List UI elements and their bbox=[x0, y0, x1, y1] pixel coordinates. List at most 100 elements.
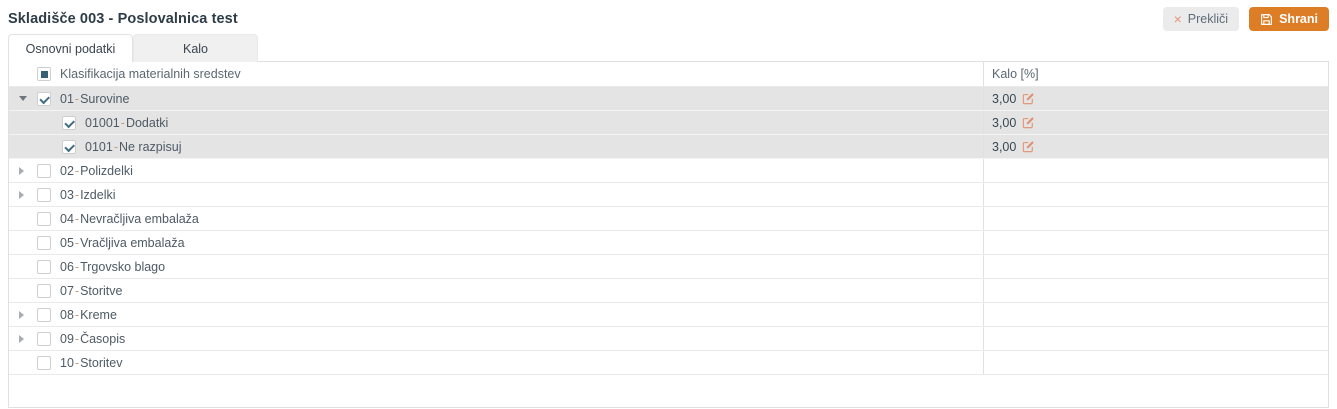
row-kalo-cell bbox=[983, 279, 1328, 302]
tab-osnovni-podatki[interactable]: Osnovni podatki bbox=[8, 34, 133, 62]
caret-right-icon bbox=[19, 190, 24, 199]
kalo-column-header: Kalo [%] bbox=[992, 67, 1039, 81]
row-expander[interactable] bbox=[19, 332, 37, 346]
row-expander[interactable] bbox=[19, 92, 37, 106]
row-tree-cell: 01-Surovine bbox=[9, 87, 983, 110]
row-tree-cell: 06-Trgovsko blago bbox=[9, 255, 983, 278]
row-checkbox[interactable] bbox=[37, 91, 51, 106]
row-label: 04-Nevračljiva embalaža bbox=[60, 211, 199, 226]
row-expander bbox=[44, 140, 62, 154]
kalo-value: 3,00 bbox=[992, 91, 1017, 106]
cancel-button-label: Prekliči bbox=[1187, 11, 1229, 26]
tab-kalo[interactable]: Kalo bbox=[133, 34, 258, 62]
tree-table-body: 01-Surovine 3,00 01001-Dodatki 3,00 bbox=[9, 87, 1328, 375]
row-tree-cell: 07-Storitve bbox=[9, 279, 983, 302]
kalo-value: 3,00 bbox=[992, 139, 1017, 154]
caret-right-icon bbox=[19, 166, 24, 175]
row-checkbox[interactable] bbox=[62, 115, 76, 130]
row-label: 06-Trgovsko blago bbox=[60, 259, 166, 274]
tree-row[interactable]: 09-Časopis bbox=[9, 327, 1328, 351]
row-kalo-cell: 3,00 bbox=[983, 135, 1328, 158]
tree-row[interactable]: 03-Izdelki bbox=[9, 183, 1328, 207]
row-checkbox[interactable] bbox=[37, 187, 51, 202]
row-label: 09-Časopis bbox=[60, 331, 126, 346]
row-checkbox[interactable] bbox=[37, 163, 51, 178]
top-bar: Skladišče 003 - Poslovalnica test × Prek… bbox=[8, 0, 1329, 31]
row-checkbox[interactable] bbox=[37, 355, 51, 370]
row-expander bbox=[19, 260, 37, 274]
row-expander bbox=[19, 284, 37, 298]
tree-row[interactable]: 01001-Dodatki 3,00 bbox=[9, 111, 1328, 135]
row-expander[interactable] bbox=[19, 188, 37, 202]
table-header-row: Klasifikacija materialnih sredstev Kalo … bbox=[9, 62, 1328, 87]
row-kalo-cell bbox=[983, 231, 1328, 254]
tree-row[interactable]: 08-Kreme bbox=[9, 303, 1328, 327]
edit-kalo-button[interactable] bbox=[1022, 140, 1035, 153]
row-kalo-cell bbox=[983, 183, 1328, 206]
page-title: Skladišče 003 - Poslovalnica test bbox=[8, 11, 238, 27]
row-tree-cell: 05-Vračljiva embalaža bbox=[9, 231, 983, 254]
row-label: 0101-Ne razpisuj bbox=[85, 139, 182, 154]
save-button[interactable]: Shrani bbox=[1249, 7, 1329, 31]
tree-row[interactable]: 01-Surovine 3,00 bbox=[9, 87, 1328, 111]
row-kalo-cell bbox=[983, 159, 1328, 182]
row-tree-cell: 01001-Dodatki bbox=[9, 111, 983, 134]
row-checkbox[interactable] bbox=[37, 259, 51, 274]
row-kalo-cell bbox=[983, 303, 1328, 326]
tree-row[interactable]: 06-Trgovsko blago bbox=[9, 255, 1328, 279]
row-checkbox[interactable] bbox=[37, 235, 51, 250]
row-expander bbox=[19, 236, 37, 250]
save-icon bbox=[1260, 13, 1273, 26]
tree-row[interactable]: 02-Polizdelki bbox=[9, 159, 1328, 183]
tree-row[interactable]: 0101-Ne razpisuj 3,00 bbox=[9, 135, 1328, 159]
row-expander[interactable] bbox=[19, 164, 37, 178]
row-tree-cell: 09-Časopis bbox=[9, 327, 983, 350]
row-label: 03-Izdelki bbox=[60, 187, 116, 202]
select-all-checkbox[interactable] bbox=[37, 67, 51, 81]
tree-row[interactable]: 05-Vračljiva embalaža bbox=[9, 231, 1328, 255]
caret-right-icon bbox=[19, 334, 24, 343]
row-kalo-cell bbox=[983, 255, 1328, 278]
row-checkbox[interactable] bbox=[37, 211, 51, 226]
row-kalo-cell bbox=[983, 327, 1328, 350]
row-label: 02-Polizdelki bbox=[60, 163, 133, 178]
row-tree-cell: 10-Storitev bbox=[9, 351, 983, 374]
close-icon: × bbox=[1173, 11, 1182, 27]
tree-row[interactable]: 07-Storitve bbox=[9, 279, 1328, 303]
row-tree-cell: 04-Nevračljiva embalaža bbox=[9, 207, 983, 230]
kalo-value: 3,00 bbox=[992, 115, 1017, 130]
row-label: 08-Kreme bbox=[60, 307, 117, 322]
tab-label: Kalo bbox=[182, 41, 209, 56]
tree-row[interactable]: 10-Storitev bbox=[9, 351, 1328, 375]
row-tree-cell: 03-Izdelki bbox=[9, 183, 983, 206]
row-kalo-cell: 3,00 bbox=[983, 111, 1328, 134]
tab-label: Osnovni podatki bbox=[25, 41, 116, 56]
edit-icon bbox=[1022, 140, 1035, 153]
row-label: 01001-Dodatki bbox=[85, 115, 169, 130]
row-checkbox[interactable] bbox=[62, 139, 76, 154]
edit-kalo-button[interactable] bbox=[1022, 116, 1035, 129]
row-label: 01-Surovine bbox=[60, 91, 130, 106]
row-checkbox[interactable] bbox=[37, 283, 51, 298]
row-expander[interactable] bbox=[19, 308, 37, 322]
kalo-header-cell: Kalo [%] bbox=[983, 62, 1328, 86]
row-kalo-cell bbox=[983, 351, 1328, 374]
row-label: 10-Storitev bbox=[60, 355, 123, 370]
caret-down-icon bbox=[19, 96, 27, 101]
row-checkbox[interactable] bbox=[37, 307, 51, 322]
toolbar-actions: × Prekliči Shrani bbox=[1162, 7, 1329, 31]
row-tree-cell: 02-Polizdelki bbox=[9, 159, 983, 182]
caret-right-icon bbox=[19, 310, 24, 319]
row-label: 05-Vračljiva embalaža bbox=[60, 235, 185, 250]
row-checkbox[interactable] bbox=[37, 331, 51, 346]
edit-icon bbox=[1022, 92, 1035, 105]
row-expander bbox=[19, 356, 37, 370]
classification-column-header: Klasifikacija materialnih sredstev bbox=[60, 67, 241, 81]
row-tree-cell: 08-Kreme bbox=[9, 303, 983, 326]
cancel-button[interactable]: × Prekliči bbox=[1162, 7, 1240, 31]
edit-kalo-button[interactable] bbox=[1022, 92, 1035, 105]
tree-row[interactable]: 04-Nevračljiva embalaža bbox=[9, 207, 1328, 231]
row-expander bbox=[44, 116, 62, 130]
edit-icon bbox=[1022, 116, 1035, 129]
